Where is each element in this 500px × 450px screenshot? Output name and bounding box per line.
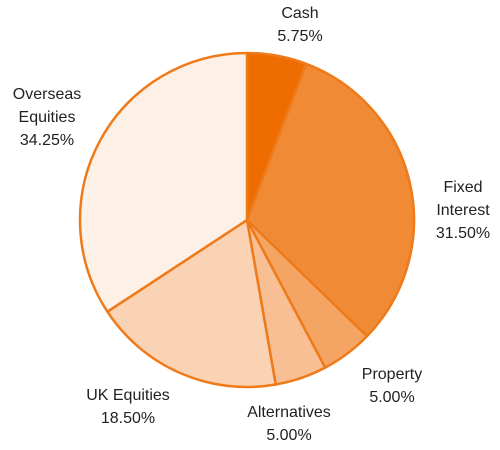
- value-label: 34.25%: [19, 132, 75, 149]
- slice-label: Alternatives 5.00%: [229, 401, 349, 447]
- pie-slice: [78, 51, 249, 313]
- category-name: Cash: [281, 5, 319, 22]
- slice-label: Property 5.00%: [342, 363, 442, 409]
- value-label: 5.75%: [277, 28, 323, 45]
- value-label: 5.00%: [266, 427, 312, 444]
- value-label: 18.50%: [100, 410, 156, 427]
- category-name: Fixed Interest: [436, 179, 490, 219]
- category-name: UK Equities: [86, 387, 170, 404]
- pie-slice: [106, 218, 277, 389]
- slice-label: UK Equities 18.50%: [73, 384, 183, 430]
- category-name: Alternatives: [247, 404, 331, 421]
- slice-label: Cash 5.75%: [255, 2, 345, 48]
- value-label: 5.00%: [369, 389, 415, 406]
- category-name: Overseas Equities: [12, 86, 82, 126]
- value-label: 31.50%: [435, 225, 491, 242]
- category-name: Property: [361, 366, 423, 383]
- pie-slice: [245, 62, 416, 338]
- slice-label: Fixed Interest 31.50%: [427, 176, 499, 245]
- slice-label: Overseas Equities 34.25%: [2, 83, 92, 152]
